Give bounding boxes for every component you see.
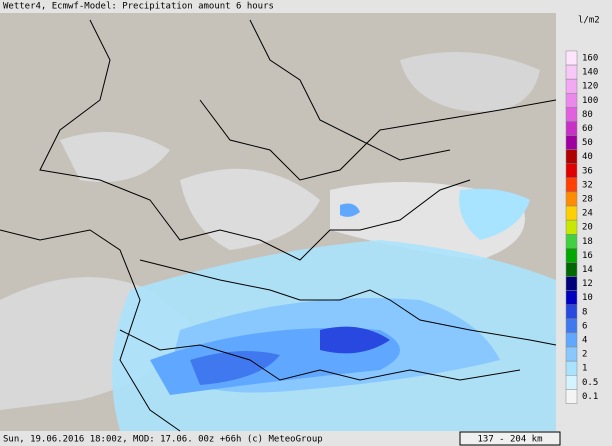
legend-label: 50 bbox=[582, 138, 593, 148]
title: Wetter4, Ecmwf-Model: Precipitation amou… bbox=[3, 2, 274, 12]
legend-label: 120 bbox=[582, 82, 598, 92]
legend-label: 160 bbox=[582, 54, 598, 64]
legend-label: 18 bbox=[582, 237, 593, 247]
legend-swatch bbox=[565, 262, 578, 277]
footer-info: Sun, 19.06.2016 18:00z, MOD: 17.06. 00z … bbox=[3, 435, 323, 445]
legend-label: 32 bbox=[582, 180, 593, 190]
legend-label: 0.5 bbox=[582, 378, 598, 388]
legend-label: 24 bbox=[582, 209, 593, 219]
scale-box bbox=[459, 431, 561, 446]
legend-swatch bbox=[565, 276, 578, 291]
legend-swatch bbox=[565, 304, 578, 320]
legend-label: 28 bbox=[582, 195, 593, 205]
legend-label: 36 bbox=[582, 166, 593, 176]
legend-swatch bbox=[565, 121, 578, 136]
legend-swatch bbox=[565, 93, 578, 108]
legend-label: 14 bbox=[582, 265, 593, 275]
legend-swatch bbox=[565, 107, 578, 122]
legend-swatch bbox=[565, 375, 578, 390]
scale-label: 137 - 204 km bbox=[477, 435, 542, 445]
legend-swatch bbox=[565, 346, 578, 362]
legend-swatch bbox=[565, 64, 578, 80]
legend-label: 80 bbox=[582, 110, 593, 120]
legend-swatch bbox=[565, 78, 578, 94]
legend-swatch bbox=[565, 149, 578, 164]
legend-swatch bbox=[565, 177, 578, 193]
legend-label: 40 bbox=[582, 152, 593, 162]
legend-swatch bbox=[565, 219, 578, 235]
legend-label: 2 bbox=[582, 350, 587, 360]
map bbox=[0, 13, 557, 432]
legend-swatch bbox=[565, 290, 578, 305]
legend-swatch bbox=[565, 191, 578, 207]
legend-label: 100 bbox=[582, 96, 598, 106]
legend-label: 16 bbox=[582, 251, 593, 261]
legend-swatch bbox=[565, 205, 578, 221]
legend-label: 12 bbox=[582, 279, 593, 289]
legend-label: 140 bbox=[582, 68, 598, 78]
legend-swatch bbox=[565, 234, 578, 249]
legend-label: 20 bbox=[582, 223, 593, 233]
legend: l/m2 16014012010080605040363228242018161… bbox=[565, 16, 600, 404]
legend-label: 4 bbox=[582, 336, 587, 346]
legend-label: 6 bbox=[582, 321, 587, 331]
legend-swatch bbox=[565, 389, 578, 404]
legend-label: 8 bbox=[582, 307, 587, 317]
legend-label: 1 bbox=[582, 364, 587, 374]
legend-swatch bbox=[565, 360, 578, 376]
legend-swatch bbox=[565, 248, 578, 263]
legend-swatch bbox=[565, 318, 578, 334]
legend-label: 60 bbox=[582, 124, 593, 134]
legend-swatch bbox=[565, 163, 578, 179]
legend-swatch bbox=[565, 50, 578, 66]
legend-swatch bbox=[565, 332, 578, 348]
legend-label: 0.1 bbox=[582, 392, 598, 402]
legend-unit: l/m2 bbox=[578, 16, 600, 26]
legend-swatch bbox=[565, 135, 578, 150]
legend-label: 10 bbox=[582, 293, 593, 303]
